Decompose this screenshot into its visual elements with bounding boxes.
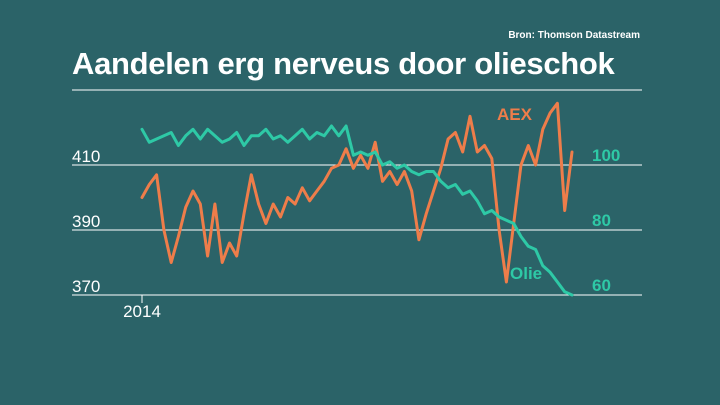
source-note: Bron: Thomson Datastream <box>508 30 640 41</box>
y-right-tick-100: 100 <box>592 146 620 165</box>
series-label-aex: AEX <box>497 105 533 124</box>
series-line-aex <box>140 101 574 284</box>
y-left-tick-410: 410 <box>72 147 100 166</box>
chart-title: Aandelen erg nerveus door olieschok <box>72 46 615 81</box>
series-line-olie <box>140 124 574 297</box>
x-tick-label: 2014 <box>123 302 161 321</box>
y-right-tick-80: 80 <box>592 211 611 230</box>
series-label-olie: Olie <box>510 264 542 283</box>
y-left-tick-390: 390 <box>72 212 100 231</box>
y-right-tick-60: 60 <box>592 276 611 295</box>
y-left-tick-370: 370 <box>72 277 100 296</box>
